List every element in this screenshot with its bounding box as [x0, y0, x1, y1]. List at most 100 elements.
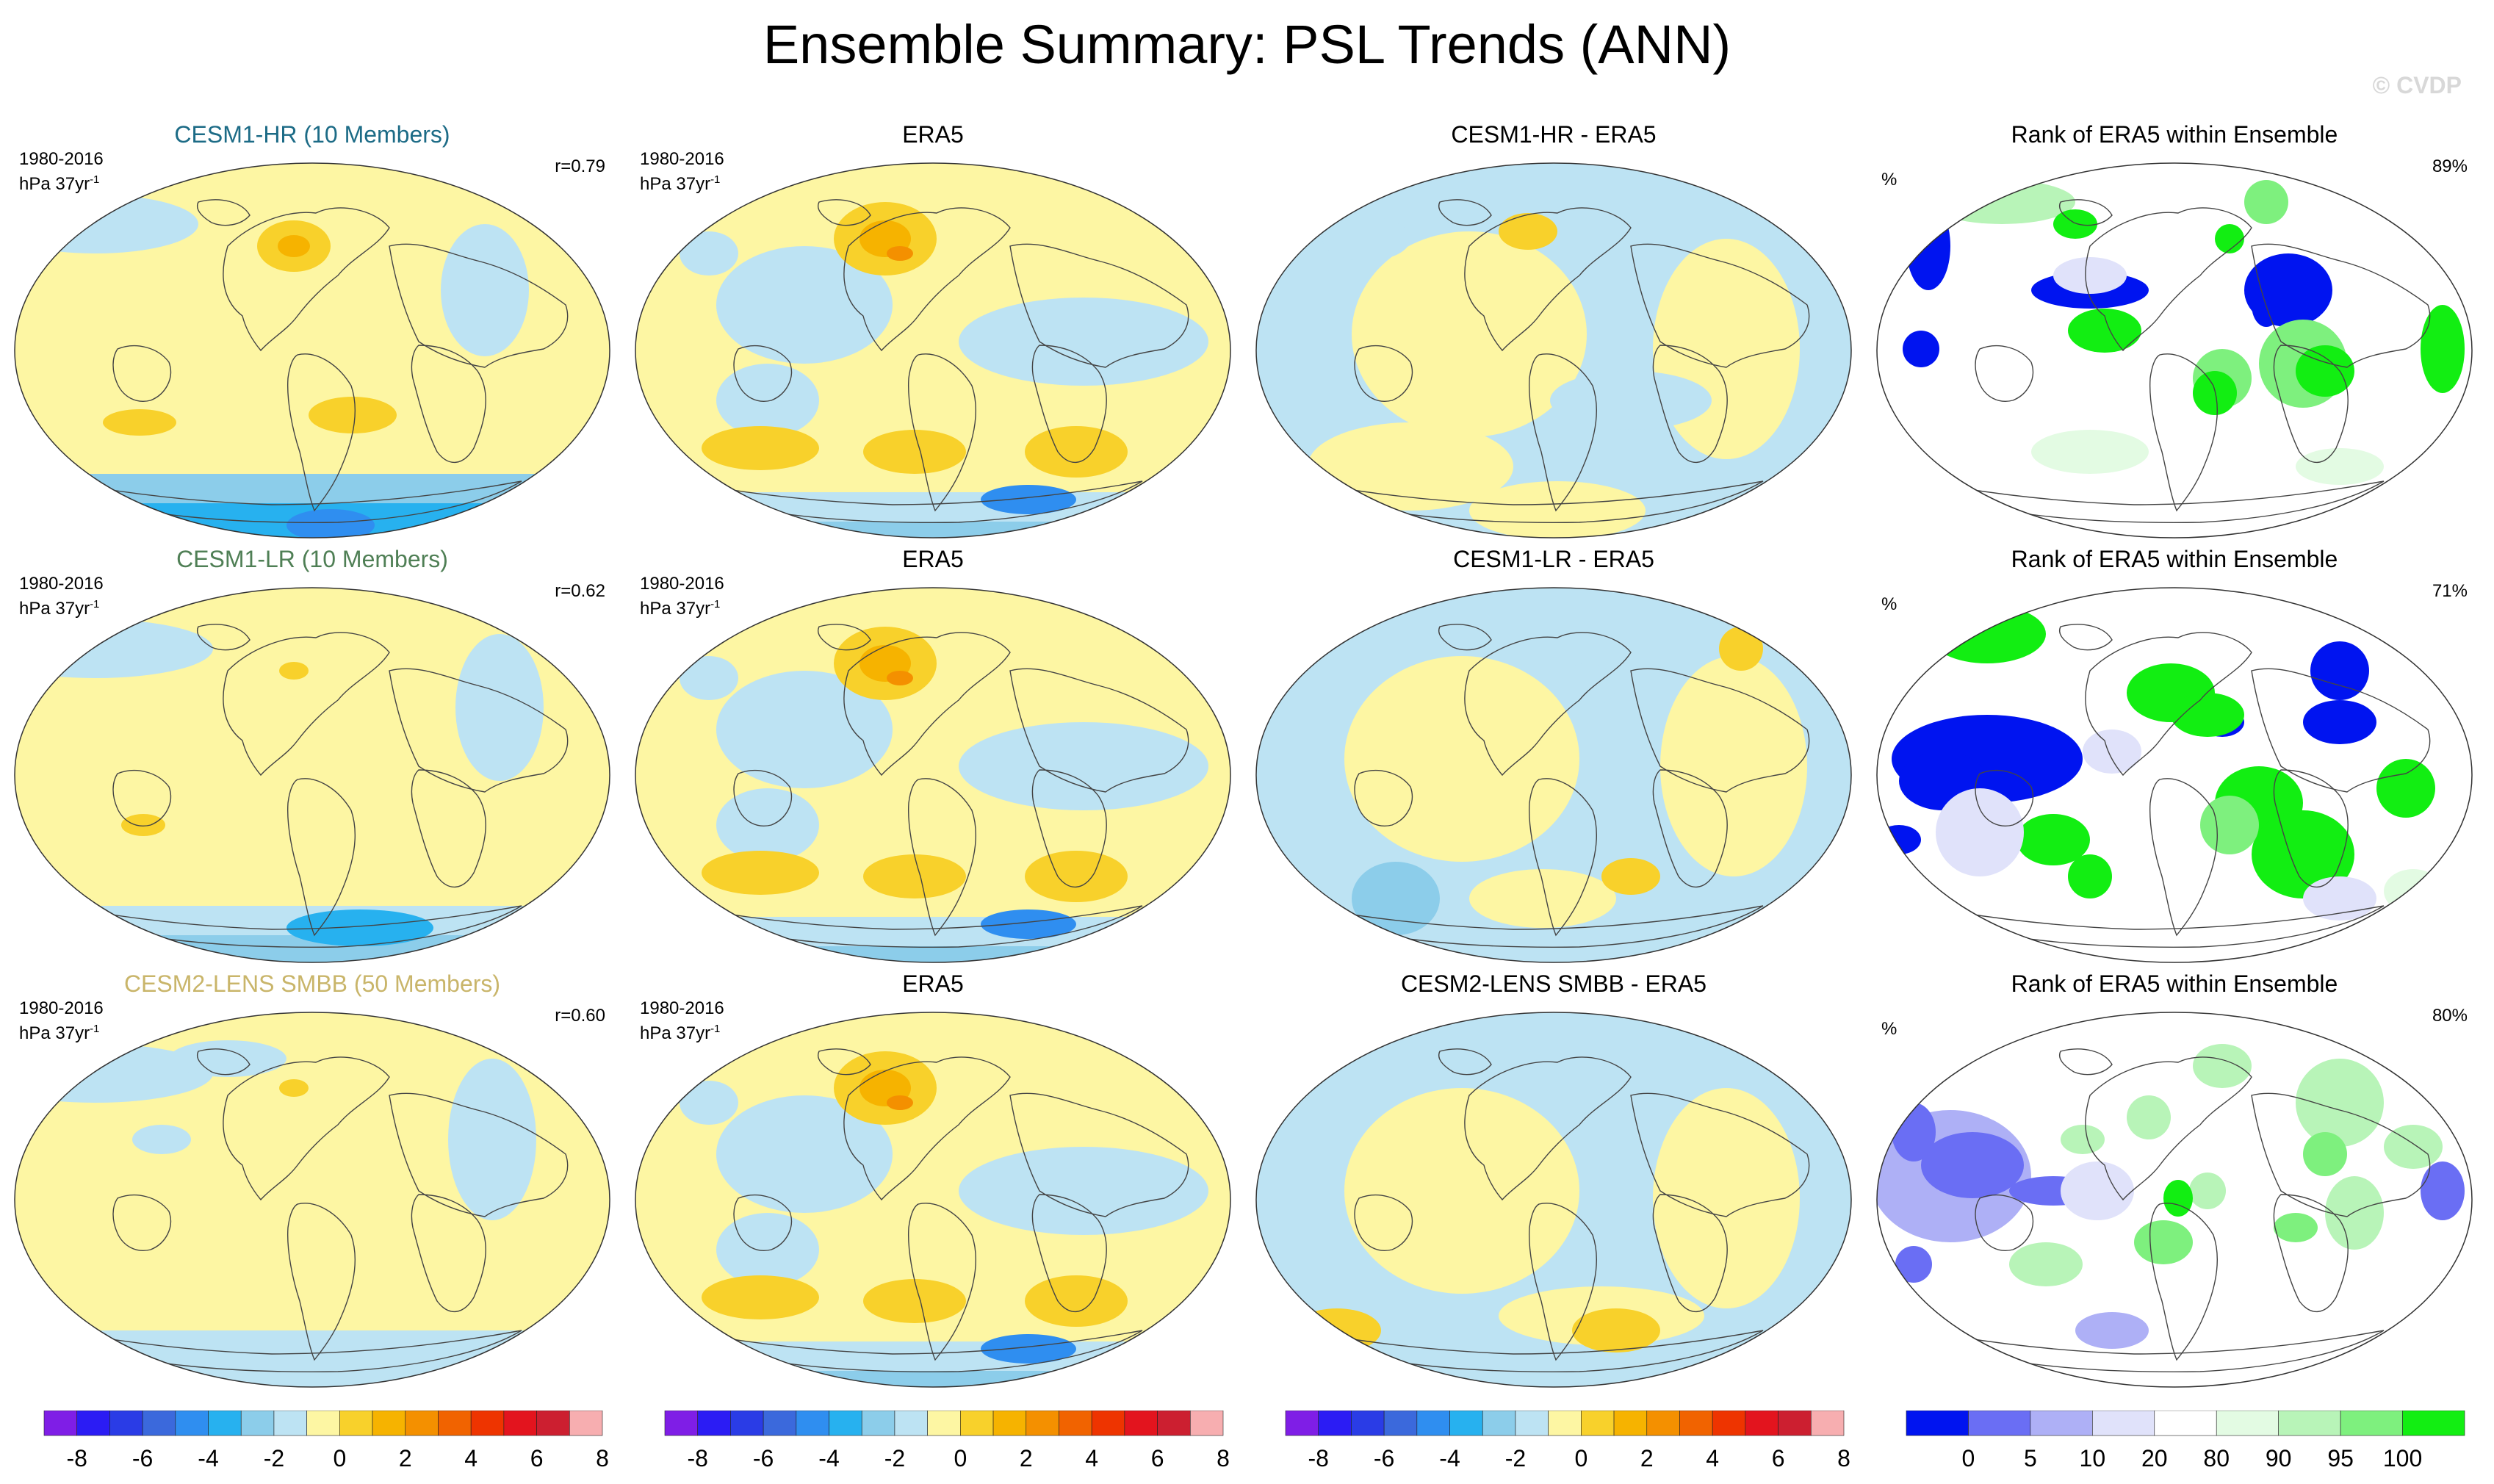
colorbar-tick-label: -4: [198, 1445, 218, 1472]
colorbar-swatch: [1318, 1411, 1352, 1436]
colorbar-swatch: [109, 1411, 143, 1436]
colorbar-swatch: [763, 1411, 797, 1436]
colorbar-tick-label: 90: [2266, 1445, 2292, 1472]
colorbar-swatch: [1026, 1411, 1059, 1436]
panel-title: Rank of ERA5 within Ensemble: [2011, 546, 2338, 572]
map-era5: [635, 1012, 1231, 1388]
colorbar-swatch: [1679, 1411, 1713, 1436]
panel-title: CESM2-LENS SMBB (50 Members): [123, 970, 501, 997]
colorbar-tick-label: 0: [1962, 1445, 1975, 1472]
colorbar-swatch: [2402, 1411, 2465, 1436]
panel-title: CESM1-LR - ERA5: [1453, 546, 1654, 572]
panel-rank-hr: Rank of ERA5 within Ensemble % 89%: [1870, 121, 2479, 547]
colorbar-swatch: [2340, 1411, 2403, 1436]
colorbar-tick-label: -4: [818, 1445, 839, 1472]
colorbar-swatch: [2154, 1411, 2217, 1436]
colorbar-swatch: [960, 1411, 994, 1436]
map-rank-lr: [1876, 587, 2473, 963]
panel-title: CESM1-HR (10 Members): [174, 121, 450, 148]
rank-percent: 89%: [2432, 156, 2468, 176]
colorbar-swatch: [569, 1411, 603, 1436]
colorbar-tick-label: 4: [1706, 1445, 1719, 1472]
colorbar-swatch: [1613, 1411, 1648, 1436]
colorbar-swatch: [1285, 1411, 1319, 1436]
cvdp-credit: © CVDP: [2372, 72, 2462, 98]
period-units: 1980-2016 hPa 37yr-1: [19, 998, 104, 1043]
period-units: 1980-2016 hPa 37yr-1: [640, 998, 724, 1043]
colorbar-swatch: [861, 1411, 895, 1436]
colorbar-swatch: [894, 1411, 928, 1436]
colorbar-tick-label: -8: [1308, 1445, 1328, 1472]
colorbar-tick-label: 5: [2024, 1445, 2037, 1472]
period-units: 1980-2016 hPa 37yr-1: [19, 149, 104, 194]
colorbar-tick-label: 20: [2141, 1445, 2168, 1472]
panel-title: CESM1-HR - ERA5: [1451, 121, 1657, 148]
pattern-correlation: r=0.79: [555, 156, 605, 176]
colorbar-swatch: [2278, 1411, 2341, 1436]
panel-title: Rank of ERA5 within Ensemble: [2011, 970, 2338, 997]
colorbar-swatch: [697, 1411, 731, 1436]
colorbar-swatch: [1968, 1411, 2031, 1436]
colorbar-swatch: [273, 1411, 307, 1436]
colorbar-tick-label: -8: [687, 1445, 707, 1472]
colorbar-swatch: [1646, 1411, 1680, 1436]
panel-era5: ERA5 1980-2016 hPa 37yr-1: [628, 121, 1238, 547]
period-units: 1980-2016 hPa 37yr-1: [640, 149, 724, 194]
colorbar-tick-label: -6: [1374, 1445, 1394, 1472]
colorbar-tick-label: -8: [66, 1445, 87, 1472]
colorbar-swatch: [339, 1411, 373, 1436]
colorbar-swatch: [43, 1411, 78, 1436]
map-era5: [635, 162, 1231, 539]
panel-era5: ERA5 1980-2016 hPa 37yr-1: [628, 546, 1238, 972]
colorbar-tick-label: 2: [1640, 1445, 1654, 1472]
colorbar-swatch: [1416, 1411, 1450, 1436]
colorbar-swatch: [2092, 1411, 2155, 1436]
colorbar-tick-label: 4: [1085, 1445, 1098, 1472]
colorbar-swatch: [1124, 1411, 1158, 1436]
colorbar-swatch: [438, 1411, 472, 1436]
colorbar-swatch: [730, 1411, 764, 1436]
panel-title: ERA5: [902, 970, 964, 997]
figure-title: Ensemble Summary: PSL Trends (ANN): [763, 14, 1731, 75]
colorbar-swatch: [1712, 1411, 1746, 1436]
colorbar-trend-3: -8 -6 -4 -2 0 2 4 6 8: [1285, 1411, 1850, 1472]
panel-cesm2-smbb: CESM2-LENS SMBB (50 Members) 1980-2016 hP…: [7, 970, 617, 1397]
colorbar-rank: 0 5 10 20 80 90 95 100: [1906, 1411, 2465, 1472]
colorbar-tick-label: 0: [954, 1445, 967, 1472]
colorbar-tick-label: 4: [464, 1445, 477, 1472]
colorbar-tick-label: -6: [753, 1445, 774, 1472]
panel-title: CESM1-LR (10 Members): [176, 546, 448, 572]
colorbar-tick-label: 2: [1020, 1445, 1033, 1472]
colorbar-tick-label: 0: [1574, 1445, 1587, 1472]
colorbar-tick-label: 80: [2203, 1445, 2230, 1472]
colorbar-swatch: [142, 1411, 176, 1436]
rank-units: %: [1881, 1019, 1897, 1039]
colorbar-swatch: [175, 1411, 209, 1436]
colorbar-trend-1: -8 -6 -4 -2 0 2 4 6 8: [43, 1411, 609, 1472]
map-rank-smbb: [1876, 1012, 2473, 1388]
colorbar-swatch: [1091, 1411, 1125, 1436]
colorbar-tick-label: 8: [1217, 1445, 1230, 1472]
colorbar-swatch: [1189, 1411, 1224, 1436]
map-era5: [635, 587, 1231, 963]
colorbar-tick-label: 2: [399, 1445, 412, 1472]
panel-title: ERA5: [902, 121, 964, 148]
colorbar-tick-label: 8: [1837, 1445, 1850, 1472]
colorbar-swatch: [1515, 1411, 1549, 1436]
pattern-correlation: r=0.60: [555, 1006, 605, 1026]
colorbar-swatch: [306, 1411, 340, 1436]
colorbar-tick-label: 6: [530, 1445, 544, 1472]
colorbar-swatch: [829, 1411, 862, 1436]
colorbar-tick-label: 6: [1151, 1445, 1164, 1472]
panel-rank-lr: Rank of ERA5 within Ensemble % 71%: [1870, 546, 2479, 972]
colorbar-tick-label: -6: [132, 1445, 153, 1472]
colorbar-swatch: [796, 1411, 829, 1436]
map-diff-smbb: [1255, 1012, 1852, 1388]
colorbar-swatch: [536, 1411, 570, 1436]
colorbar-swatch: [1548, 1411, 1582, 1436]
panel-title: ERA5: [902, 546, 964, 572]
colorbar-swatch: [664, 1411, 699, 1436]
colorbar-swatch: [208, 1411, 242, 1436]
panel-diff-smbb: CESM2-LENS SMBB - ERA5: [1249, 970, 1859, 1397]
map-diff-hr: [1255, 162, 1852, 539]
